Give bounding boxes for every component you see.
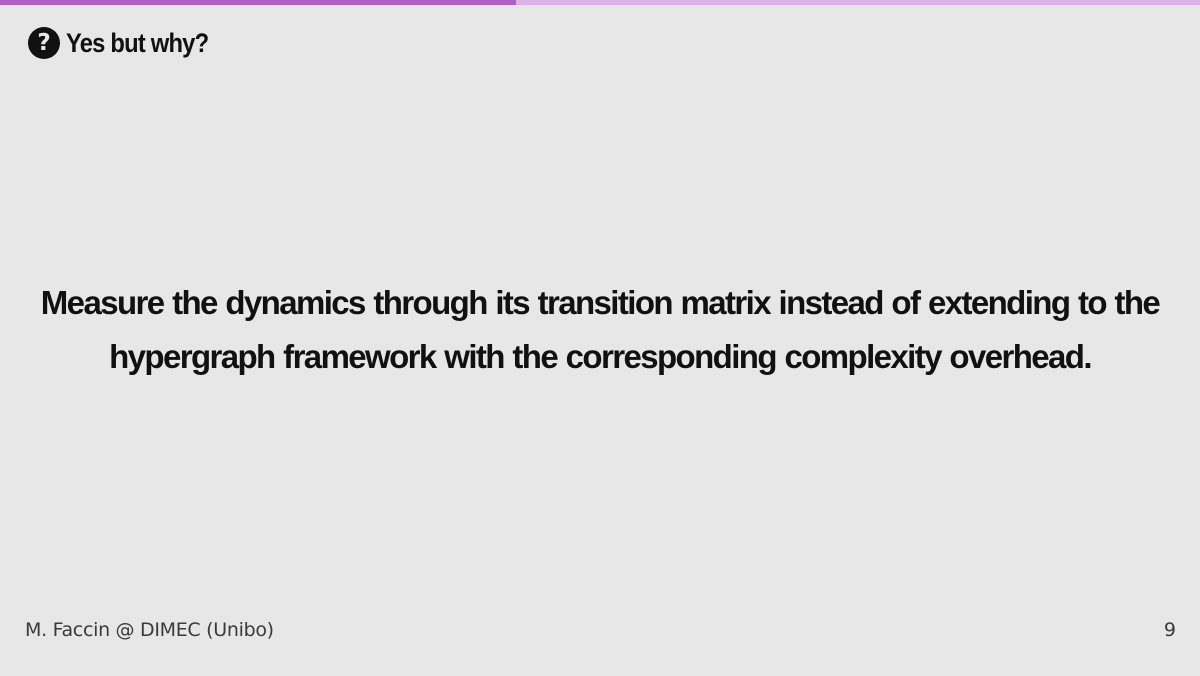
question-circle-icon: ? [28, 27, 60, 59]
slide-title: Yes but why? [66, 27, 209, 58]
main-statement: Measure the dynamics through its transit… [40, 284, 1161, 375]
page-number: 9 [1163, 619, 1176, 641]
footer-author: M. Faccin @ DIMEC (Unibo) [25, 619, 274, 641]
progress-bar-fill [0, 0, 516, 5]
progress-bar [0, 0, 1200, 5]
slide-header: ? Yes but why? [28, 27, 228, 59]
